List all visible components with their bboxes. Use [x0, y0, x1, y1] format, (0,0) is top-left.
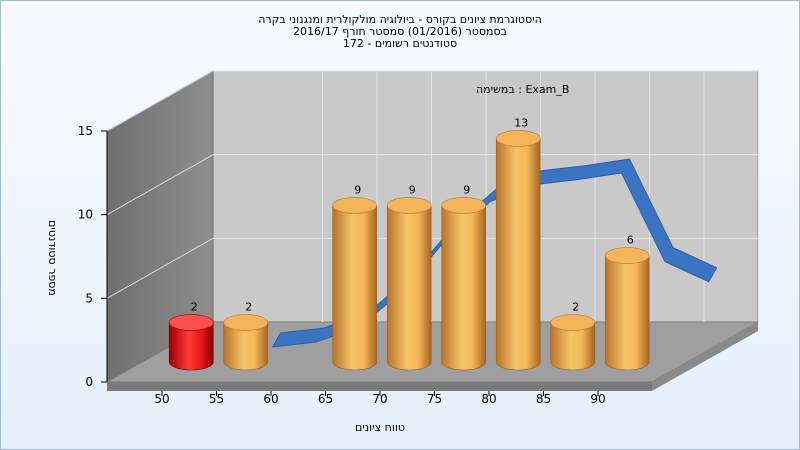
bar-cap [223, 314, 269, 331]
y-tick-label: 15 [78, 124, 93, 138]
axis-ticks: 0 5 10 15 50 55 60 65 70 75 80 85 90 [78, 124, 606, 406]
y-tick-label: 10 [78, 208, 93, 222]
bar-value-label: 6 [627, 234, 634, 247]
bar-body [223, 322, 269, 371]
y-tick-label: 0 [85, 375, 93, 389]
bar-body [441, 205, 487, 371]
x-tick-label: 90 [590, 392, 605, 406]
bar-cap [332, 197, 378, 214]
bar-value-label: 2 [572, 301, 579, 314]
x-axis-title: טווח ציונים [355, 421, 405, 434]
x-tick-label: 55 [209, 392, 224, 406]
x-tick-label: 70 [372, 392, 387, 406]
bar-body [332, 205, 378, 371]
bar-cap [550, 314, 596, 331]
bars: 2 2 9 9 9 13 2 6 [168, 116, 650, 371]
exam-annotation: Exam_B : במשימה [476, 83, 569, 96]
bar-body [495, 138, 541, 371]
x-tick-label: 50 [154, 392, 169, 406]
x-tick-label: 60 [263, 392, 278, 406]
bar-body [168, 322, 214, 371]
bar-cap [495, 130, 541, 147]
y-tick-label: 5 [85, 291, 93, 305]
gridline-wall [106, 154, 214, 216]
bar-cap [604, 247, 650, 264]
bar-82.5: 13 [495, 116, 541, 371]
x-tick-label: 80 [481, 392, 496, 406]
floor-edge-front [107, 382, 652, 391]
bar-value-label: 9 [463, 183, 470, 196]
bar-value-label: 13 [514, 116, 528, 129]
x-tick-label: 65 [318, 392, 333, 406]
x-tick-label: 85 [536, 392, 551, 406]
bar-body [386, 205, 432, 371]
chart-title-line-3: סטודנטים רשומים - 172 [342, 37, 458, 50]
bar-value-label: 2 [245, 301, 252, 314]
bar-cap [441, 197, 487, 214]
bar-cap [168, 314, 214, 331]
floor-edge-right [652, 322, 758, 391]
bar-value-label: 2 [191, 301, 198, 314]
chart-title-line-1: היסטוגרמת ציונים בקורס - ביולוגיה מולקול… [258, 13, 542, 26]
bar-body [550, 322, 596, 371]
bar-value-label: 9 [354, 183, 361, 196]
bar-67.5: 9 [332, 183, 378, 371]
x-tick-label: 75 [427, 392, 442, 406]
chart-title-line-2: בסמסטר (01/2016) סמסטר חורף 2016/17 [293, 25, 507, 38]
bar-body [604, 255, 650, 371]
bar-value-label: 9 [409, 183, 416, 196]
bar-cap [386, 197, 432, 214]
bar-87.5: 2 [550, 301, 596, 371]
bar-77.5: 9 [441, 183, 487, 371]
bar-52.5: 2 [168, 301, 214, 371]
bar-57.5: 2 [223, 301, 269, 371]
bar-72.5: 9 [386, 183, 432, 371]
bar-92.5: 6 [604, 234, 650, 371]
y-axis-title: מספר סטודנטים [46, 220, 59, 296]
gridline-wall [106, 237, 214, 299]
gridlines [106, 70, 759, 322]
gridline-wall [106, 70, 214, 132]
